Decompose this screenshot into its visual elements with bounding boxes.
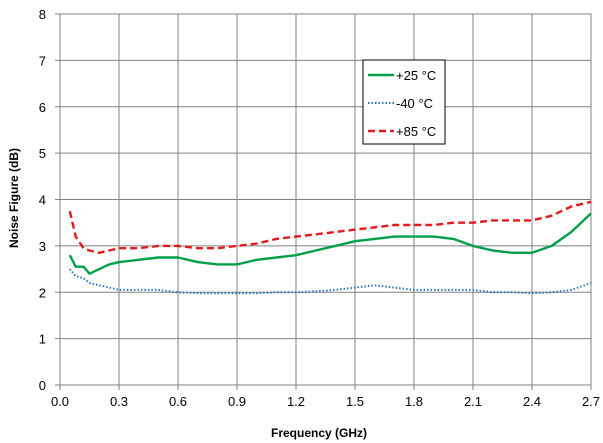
legend-label-plus25: +25 °C [396, 68, 436, 83]
legend: +25 °C -40 °C +85 °C [362, 59, 446, 145]
x-axis-ticks: 0.0 0.3 0.6 0.9 1.2 1.5 1.8 2.1 2.4 2.7 [51, 385, 600, 409]
y-tick-label: 3 [39, 239, 46, 254]
y-tick-label: 6 [39, 100, 46, 115]
x-tick-label: 1.8 [405, 394, 423, 409]
legend-label-minus40: -40 °C [396, 96, 433, 111]
x-tick-label: 2.7 [582, 394, 600, 409]
x-tick-label: 1.2 [287, 394, 305, 409]
x-axis-title: Frequency (GHz) [271, 426, 367, 440]
y-tick-label: 1 [39, 332, 46, 347]
x-tick-label: 0.9 [228, 394, 246, 409]
legend-label-plus85: +85 °C [396, 124, 436, 139]
y-tick-label: 8 [39, 7, 46, 22]
x-tick-label: 1.5 [346, 394, 364, 409]
x-tick-label: 0.3 [110, 394, 128, 409]
series-line-2 [68, 200, 592, 255]
x-tick-label: 0.0 [51, 394, 69, 409]
y-axis-title: Noise Figure (dB) [7, 148, 21, 248]
series-line-1 [69, 268, 592, 295]
y-tick-label: 4 [39, 193, 46, 208]
y-tick-label: 2 [39, 285, 46, 300]
y-axis-ticks: 0 1 2 3 4 5 6 7 8 [39, 7, 60, 393]
series-line-0 [68, 212, 592, 275]
series-layer [68, 200, 592, 295]
x-tick-label: 2.4 [523, 394, 541, 409]
x-tick-label: 2.1 [464, 394, 482, 409]
y-tick-label: 7 [39, 53, 46, 68]
y-tick-label: 0 [39, 378, 46, 393]
y-tick-label: 5 [39, 146, 46, 161]
legend-item-plus25: +25 °C [368, 68, 436, 83]
legend-item-plus85: +85 °C [368, 124, 436, 139]
legend-item-minus40: -40 °C [368, 96, 433, 111]
x-tick-label: 0.6 [169, 394, 187, 409]
